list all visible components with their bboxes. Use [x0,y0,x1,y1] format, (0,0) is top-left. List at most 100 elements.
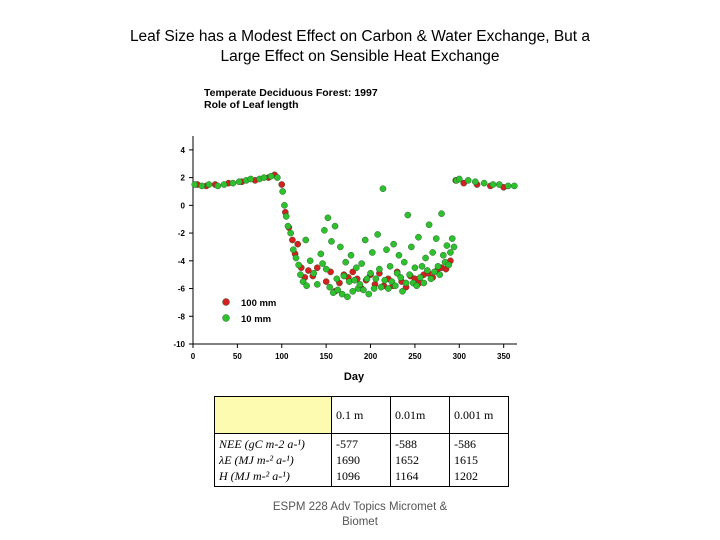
data-point [495,181,503,188]
y-tick-label: 2 [181,174,186,183]
x-tick-label: 100 [275,352,289,361]
data-point [390,240,397,248]
footer-line1: ESPM 228 Adv Topics Micromet & [272,501,448,513]
data-point [413,282,420,290]
data-point [281,202,288,209]
data-point [443,242,451,249]
legend-marker [222,314,230,322]
data-point [347,251,355,259]
data-point [310,269,318,277]
data-point [229,179,237,187]
data-point [302,236,310,244]
slide-title: Leaf Size has a Modest Effect on Carbon … [0,27,720,67]
data-point [425,221,433,229]
data-point [367,269,374,277]
data-point [377,283,385,291]
data-point [418,263,426,270]
data-point [260,174,268,181]
table-cell: -588 [395,437,417,451]
data-point [284,222,292,230]
chart-legend: 100 mm 10 mm [222,298,276,325]
data-point [369,249,376,256]
data-point [406,271,413,278]
data-point [340,272,348,280]
data-point [287,229,294,237]
data-point [353,264,360,272]
data-point [220,181,228,188]
table-cell: -577 [336,437,358,451]
data-point [324,214,332,222]
table-header-row: 0.1 m 0.01m 0.001 m [214,396,509,434]
data-point [489,181,497,188]
data-point [322,278,330,285]
table-header-cell: 0.01m [390,396,450,434]
data-point [392,282,399,290]
data-point [427,275,435,283]
data-point [383,246,390,254]
data-point [214,182,222,190]
data-point [361,236,369,244]
data-point [429,249,436,256]
chart: Temperate Deciduous Forest: 1997 Role of… [140,78,520,390]
data-point [480,179,488,187]
x-tick-label: 350 [497,352,511,361]
data-point [445,261,452,269]
data-point [431,268,438,276]
chart-axes: 4 2 0 -2 -4 -6 -8 -10 0 50 100 150 200 250 300 350 [173,136,517,361]
data-point [344,293,351,301]
data-point [432,235,440,242]
data-point [450,243,458,251]
data-point [235,178,243,186]
x-tick-label: 250 [408,352,422,361]
data-point [434,263,442,270]
data-point [328,238,335,245]
data-point [322,265,330,273]
row-label-h: H (MJ m-² a-¹) [219,469,290,483]
slide-title-line2: Large Effect on Sensible Heat Exchange [220,48,500,65]
data-point [342,258,349,266]
row-label-le: λE (MJ m-² a-¹) [219,453,294,467]
data-point [379,185,387,192]
data-point [411,264,419,272]
data-point [191,181,199,188]
data-point [424,267,431,274]
data-point [381,276,389,284]
data-point [436,271,444,278]
data-point [303,282,310,290]
data-point [338,290,346,298]
data-point [448,235,456,242]
data-point [295,261,302,269]
data-point [447,249,454,256]
data-point [370,285,378,292]
table-cell: -586 [454,437,476,451]
data-point [372,275,380,283]
data-point [297,271,304,278]
legend-label: 100 mm [241,298,276,309]
data-point [278,181,286,188]
data-point [305,267,312,274]
table-header-cell: 0.001 m [449,396,509,434]
table-col-0.1m: -577 1690 1096 [331,433,391,487]
data-point [294,240,302,248]
table-cell: 1096 [336,469,360,483]
data-point [404,211,412,219]
results-table: 0.1 m 0.01m 0.001 m NEE (gC m-2 a-¹) λE … [214,396,509,487]
data-point [363,275,371,283]
data-point [205,181,213,188]
data-point [395,251,403,259]
table-cell: 1652 [395,453,419,467]
chart-title: Temperate Deciduous Forest: 1997 [204,87,378,99]
data-point [374,231,381,238]
data-point [511,182,518,190]
data-point [376,265,383,273]
data-point [319,260,326,267]
table-col-0.01m: -588 1652 1164 [390,433,450,487]
data-point [198,182,206,190]
data-point [365,290,373,298]
data-point [402,279,410,287]
data-point [274,174,281,181]
data-point [313,264,321,272]
data-point [351,276,358,284]
x-tick-label: 300 [453,352,467,361]
data-point [321,226,328,234]
